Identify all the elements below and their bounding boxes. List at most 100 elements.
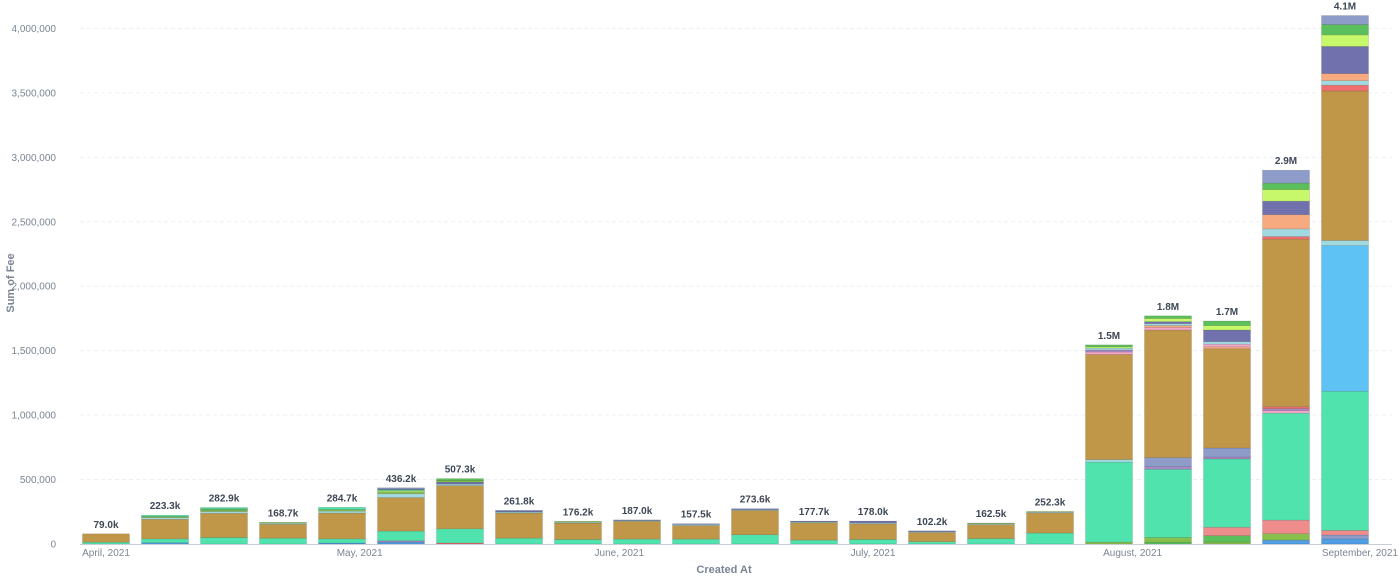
bar-stack[interactable] bbox=[1026, 511, 1074, 545]
bar-segment[interactable] bbox=[1144, 457, 1192, 467]
bar-stack[interactable] bbox=[1085, 344, 1133, 545]
bar-segment[interactable] bbox=[1321, 240, 1369, 246]
bar-segment[interactable] bbox=[1262, 533, 1310, 541]
bar-segment[interactable] bbox=[790, 520, 838, 523]
bar-segment[interactable] bbox=[1085, 354, 1133, 460]
bar-segment[interactable] bbox=[1144, 537, 1192, 543]
bar-segment[interactable] bbox=[82, 533, 130, 543]
bar-segment[interactable] bbox=[908, 532, 956, 542]
bar-segment[interactable] bbox=[967, 524, 1015, 539]
bar-segment[interactable] bbox=[849, 539, 897, 545]
bar-stack[interactable] bbox=[849, 520, 897, 545]
bar-segment[interactable] bbox=[554, 522, 602, 540]
bar-segment[interactable] bbox=[377, 490, 425, 492]
bar-segment[interactable] bbox=[613, 538, 661, 545]
bar-segment[interactable] bbox=[200, 537, 248, 545]
bar-segment[interactable] bbox=[1026, 511, 1074, 513]
bar-segment[interactable] bbox=[1144, 329, 1192, 458]
bar-stack[interactable] bbox=[1144, 315, 1192, 545]
bar-stack[interactable] bbox=[908, 530, 956, 545]
bar-segment[interactable] bbox=[967, 522, 1015, 525]
bar-segment[interactable] bbox=[1203, 325, 1251, 331]
bar-segment[interactable] bbox=[1321, 530, 1369, 536]
bar-stack[interactable] bbox=[1203, 320, 1251, 545]
bar-segment[interactable] bbox=[1203, 329, 1251, 342]
bar-segment[interactable] bbox=[1144, 327, 1192, 331]
bar-segment[interactable] bbox=[1144, 466, 1192, 470]
bar-segment[interactable] bbox=[554, 520, 602, 523]
bar-segment[interactable] bbox=[1085, 347, 1133, 351]
bar-segment[interactable] bbox=[1203, 341, 1251, 345]
bar-segment[interactable] bbox=[1085, 461, 1133, 543]
bar-segment[interactable] bbox=[1321, 90, 1369, 241]
bar-segment[interactable] bbox=[1262, 200, 1310, 215]
bar-stack[interactable] bbox=[1321, 15, 1369, 545]
bar-segment[interactable] bbox=[1262, 182, 1310, 190]
bar-segment[interactable] bbox=[377, 487, 425, 490]
bar-segment[interactable] bbox=[1085, 459, 1133, 463]
bar-segment[interactable] bbox=[1203, 535, 1251, 543]
bar-segment[interactable] bbox=[436, 483, 484, 486]
bar-segment[interactable] bbox=[377, 530, 425, 542]
bar-stack[interactable] bbox=[613, 519, 661, 545]
bar-segment[interactable] bbox=[613, 521, 661, 540]
bar-segment[interactable] bbox=[1203, 343, 1251, 348]
bar-segment[interactable] bbox=[1321, 80, 1369, 86]
bar-segment[interactable] bbox=[1262, 539, 1310, 545]
bar-segment[interactable] bbox=[908, 541, 956, 545]
bar-segment[interactable] bbox=[731, 508, 779, 510]
bar-segment[interactable] bbox=[495, 537, 543, 545]
bar-segment[interactable] bbox=[672, 523, 720, 525]
bar-segment[interactable] bbox=[1262, 236, 1310, 240]
bar-segment[interactable] bbox=[1203, 320, 1251, 326]
bar-segment[interactable] bbox=[1203, 348, 1251, 449]
bar-segment[interactable] bbox=[259, 537, 307, 545]
bar-segment[interactable] bbox=[1262, 410, 1310, 414]
bar-segment[interactable] bbox=[377, 491, 425, 495]
bar-segment[interactable] bbox=[672, 538, 720, 545]
bar-segment[interactable] bbox=[613, 519, 661, 521]
bar-segment[interactable] bbox=[1026, 532, 1074, 545]
bar-segment[interactable] bbox=[1262, 189, 1310, 202]
bar-segment[interactable] bbox=[1144, 315, 1192, 319]
bar-segment[interactable] bbox=[1321, 15, 1369, 25]
bar-segment[interactable] bbox=[1085, 344, 1133, 348]
bar-segment[interactable] bbox=[1262, 519, 1310, 534]
bar-segment[interactable] bbox=[1321, 24, 1369, 36]
bar-segment[interactable] bbox=[1321, 390, 1369, 531]
bar-segment[interactable] bbox=[731, 510, 779, 536]
bar-segment[interactable] bbox=[790, 521, 838, 524]
bar-stack[interactable] bbox=[967, 522, 1015, 545]
bar-segment[interactable] bbox=[1262, 238, 1310, 408]
bar-stack[interactable] bbox=[1262, 169, 1310, 545]
bar-segment[interactable] bbox=[318, 512, 366, 540]
bar-segment[interactable] bbox=[377, 497, 425, 532]
bar-segment[interactable] bbox=[1321, 34, 1369, 47]
bar-segment[interactable] bbox=[141, 514, 189, 517]
bar-segment[interactable] bbox=[1262, 214, 1310, 230]
bar-segment[interactable] bbox=[1085, 351, 1133, 355]
bar-segment[interactable] bbox=[141, 538, 189, 544]
bar-segment[interactable] bbox=[790, 522, 838, 541]
bar-segment[interactable] bbox=[200, 507, 248, 510]
bar-stack[interactable] bbox=[436, 478, 484, 545]
bar-segment[interactable] bbox=[1321, 245, 1369, 392]
bar-segment[interactable] bbox=[200, 513, 248, 538]
bar-segment[interactable] bbox=[1026, 512, 1074, 534]
bar-segment[interactable] bbox=[1203, 447, 1251, 458]
bar-segment[interactable] bbox=[1144, 468, 1192, 538]
bar-segment[interactable] bbox=[318, 538, 366, 544]
bar-segment[interactable] bbox=[1203, 526, 1251, 536]
bar-segment[interactable] bbox=[849, 523, 897, 540]
bar-segment[interactable] bbox=[908, 530, 956, 532]
bar-segment[interactable] bbox=[1321, 534, 1369, 540]
bar-segment[interactable] bbox=[1144, 323, 1192, 326]
bar-stack[interactable] bbox=[141, 514, 189, 545]
bar-segment[interactable] bbox=[1321, 73, 1369, 81]
bar-segment[interactable] bbox=[259, 521, 307, 524]
bar-stack[interactable] bbox=[200, 507, 248, 545]
bar-segment[interactable] bbox=[1321, 84, 1369, 92]
bar-segment[interactable] bbox=[1262, 228, 1310, 237]
bar-segment[interactable] bbox=[318, 507, 366, 510]
bar-stack[interactable] bbox=[377, 487, 425, 545]
